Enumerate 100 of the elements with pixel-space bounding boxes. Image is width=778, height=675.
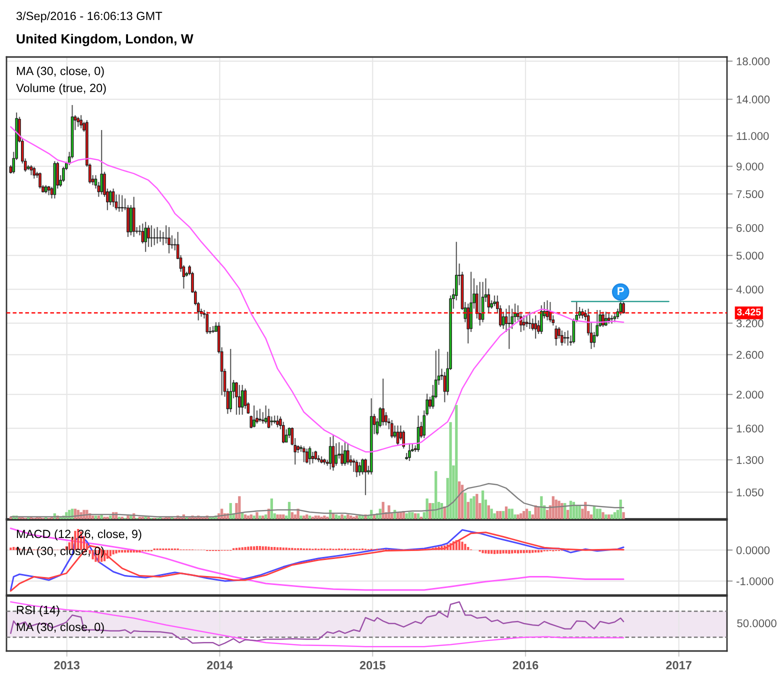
bar [510, 508, 514, 519]
bar [552, 496, 554, 519]
candlestick [390, 419, 394, 439]
annotation: RSI (14) [16, 605, 60, 616]
candlestick [554, 325, 558, 346]
candlestick [340, 444, 344, 466]
bar [238, 496, 241, 519]
bar [472, 496, 476, 519]
bar [526, 550, 528, 553]
y-tick-label: 18.000 [736, 57, 770, 66]
bar [514, 550, 516, 554]
candlestick [302, 446, 306, 463]
bar [136, 550, 138, 553]
bar [296, 508, 300, 519]
bar [449, 543, 452, 550]
candlestick [502, 311, 505, 330]
candlestick [147, 224, 150, 248]
bar [575, 505, 578, 519]
candlestick [258, 408, 262, 422]
bar [458, 540, 460, 550]
candlestick [622, 301, 625, 314]
candlestick [276, 415, 279, 428]
bar [121, 550, 124, 553]
candlestick [267, 408, 270, 429]
bar [115, 550, 118, 554]
line-series [10, 126, 624, 452]
bar [109, 550, 112, 556]
bar [428, 503, 432, 519]
candlestick [32, 166, 36, 180]
bar [130, 550, 132, 553]
bar [499, 511, 502, 519]
text: 50.0000 [737, 619, 776, 628]
bar [470, 498, 472, 519]
bar [504, 506, 508, 519]
bar [405, 513, 408, 519]
bar [444, 545, 446, 550]
bar [608, 514, 610, 519]
bar [604, 514, 608, 519]
candlestick [384, 412, 388, 426]
bar [458, 481, 461, 519]
bar [112, 550, 114, 554]
bar [508, 550, 510, 554]
chart-title: United Kingdom, London, W [16, 34, 194, 46]
bar [566, 510, 570, 519]
candlestick [563, 331, 566, 344]
bar [408, 512, 411, 519]
bar [244, 514, 247, 519]
bar [502, 511, 505, 519]
bar [276, 514, 279, 519]
bar [590, 514, 593, 519]
candlestick [382, 378, 384, 426]
bar [306, 514, 308, 519]
bar [490, 550, 493, 554]
bar [452, 541, 455, 550]
bar [449, 422, 452, 519]
bar [416, 513, 420, 519]
bar [516, 514, 520, 519]
bar [253, 546, 256, 550]
bar [346, 514, 350, 519]
bar [464, 492, 467, 519]
bar [596, 508, 598, 519]
bar [399, 512, 402, 519]
bar [481, 490, 484, 519]
bar [258, 516, 262, 519]
y-tick-label: 14.000 [736, 96, 770, 104]
candlestick [355, 459, 358, 478]
bar [487, 505, 490, 519]
bar [502, 550, 504, 554]
bar [560, 503, 564, 519]
bar [496, 511, 499, 519]
bar [103, 550, 106, 562]
bar [522, 550, 525, 554]
bar [455, 405, 458, 519]
bar [238, 548, 240, 550]
y-tick-label: 11.000 [736, 132, 769, 140]
candlestick [118, 194, 121, 212]
bar [476, 494, 478, 519]
bar [455, 540, 458, 550]
bar [528, 550, 531, 554]
ref-line-label: 3.425 [736, 308, 761, 316]
candlestick [493, 294, 496, 307]
bar [264, 514, 268, 519]
bar [499, 550, 502, 554]
candlestick [443, 371, 446, 403]
bar [282, 514, 285, 519]
bar [344, 516, 346, 519]
x-tick-label: 2017 [666, 661, 692, 670]
bar [520, 513, 522, 519]
candlestick [344, 442, 346, 466]
y-tick-label: 2.600 [736, 350, 764, 359]
candlestick [206, 311, 209, 335]
bar [558, 500, 560, 519]
bar [138, 550, 141, 553]
bar [302, 516, 306, 519]
bar [268, 546, 270, 550]
bar [97, 516, 100, 519]
candlestick [80, 114, 82, 129]
bar [355, 516, 358, 519]
candlestick [308, 446, 312, 466]
y-tick-label: 6.000 [736, 224, 764, 232]
